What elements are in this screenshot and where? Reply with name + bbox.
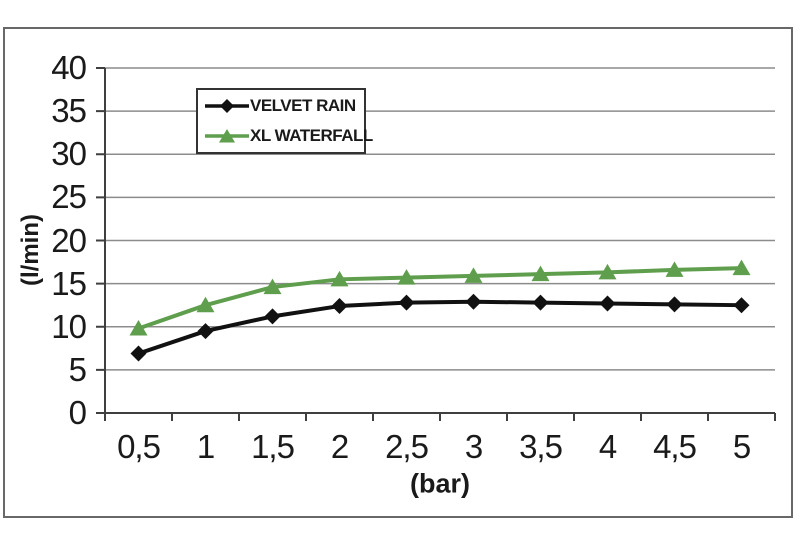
triangle-marker <box>196 296 215 313</box>
legend: VELVET RAIN XL WATERFALL <box>196 88 373 154</box>
triangle-marker <box>464 267 483 283</box>
x-tick-label: 1,5 <box>251 428 295 465</box>
diamond-marker <box>264 308 281 325</box>
y-tick-label: 35 <box>51 92 87 130</box>
series-xl-waterfall <box>129 259 751 336</box>
legend-item: XL WATERFALL <box>205 121 373 151</box>
series-line <box>137 299 742 356</box>
chart-svg <box>96 67 776 421</box>
chart-frame: 0 5 10 15 20 25 30 35 40 0,5 1 1,5 2 2,5 3 3,5 4 4,5 5 (l/… <box>3 27 793 518</box>
triangle-marker <box>531 265 550 282</box>
legend-diamond-icon <box>205 99 249 113</box>
diamond-marker <box>331 298 348 315</box>
triangle-marker <box>598 263 617 280</box>
x-tick-label: 5 <box>732 428 751 465</box>
series-velvet-rain <box>130 293 750 362</box>
diamond-marker <box>532 294 549 311</box>
y-tick-label: 40 <box>51 49 87 86</box>
y-tick-label: 25 <box>51 178 87 216</box>
triangle-marker <box>263 278 282 295</box>
y-tick-label: 5 <box>68 350 87 388</box>
diamond-marker <box>733 297 750 314</box>
diamond-marker <box>197 323 214 340</box>
diamond-marker <box>130 345 147 362</box>
x-tick-label: 2,5 <box>385 428 429 465</box>
x-tick-label: 3,5 <box>519 428 563 465</box>
legend-triangle-icon <box>205 129 249 143</box>
x-tick-label: 3 <box>464 428 483 465</box>
series-line <box>137 266 742 331</box>
legend-item: VELVET RAIN <box>205 91 364 121</box>
x-tick-label: 0,5 <box>117 428 161 465</box>
diamond-marker <box>666 296 683 313</box>
triangle-marker <box>665 261 684 277</box>
triangle-marker <box>129 319 148 336</box>
x-tick-label: 2 <box>330 428 349 465</box>
x-tick-label: 4 <box>598 428 617 465</box>
x-tick-label: 4,5 <box>653 428 697 465</box>
triangle-marker <box>732 259 751 276</box>
triangle-marker <box>397 269 416 285</box>
y-tick-label: 15 <box>51 264 87 302</box>
diamond-marker <box>398 294 415 311</box>
x-axis-title: (bar) <box>410 468 470 499</box>
y-axis-title: (l/min) <box>17 214 44 286</box>
legend-label: XL WATERFALL <box>250 126 373 145</box>
axes <box>96 67 776 421</box>
diamond-marker <box>465 293 482 310</box>
legend-label: VELVET RAIN <box>250 96 356 115</box>
y-tick-label: 30 <box>51 135 87 173</box>
plot-area <box>5 29 791 521</box>
y-tick-label: 20 <box>51 221 87 259</box>
diamond-marker <box>599 295 616 312</box>
y-tick-label: 0 <box>68 394 87 431</box>
x-tick-label: 1 <box>196 428 215 465</box>
y-tick-label: 10 <box>51 307 87 345</box>
triangle-marker <box>330 270 349 287</box>
